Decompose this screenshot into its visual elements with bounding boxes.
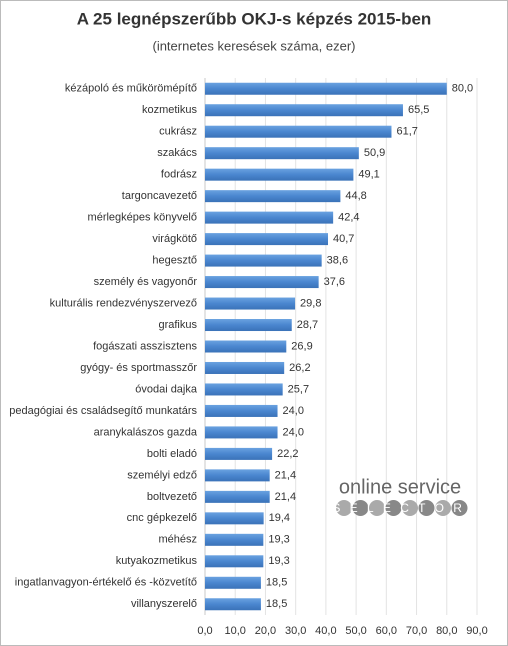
- value-label: 50,9: [364, 147, 385, 159]
- y-tick-label: óvodai dajka: [135, 383, 198, 395]
- bar: [205, 340, 287, 353]
- value-label: 80,0: [452, 83, 473, 95]
- y-tick-label: szakács: [157, 147, 197, 159]
- x-tick-label: 40,0: [315, 625, 336, 637]
- value-label: 21,4: [275, 469, 296, 481]
- y-tick-label: gyógy- és sportmasszőr: [80, 362, 197, 374]
- bar: [205, 469, 270, 482]
- bar: [205, 254, 322, 267]
- chart-title: A 25 legnépszerűbb OKJ-s képzés 2015-ben: [77, 9, 432, 28]
- watermark-dot: [435, 500, 451, 516]
- x-tick-label: 70,0: [406, 625, 427, 637]
- watermark-dot: [402, 500, 418, 516]
- value-label: 26,9: [291, 340, 312, 352]
- y-tick-label: villanyszerelő: [131, 598, 197, 610]
- y-tick-label: személy és vagyonőr: [94, 276, 198, 288]
- y-tick-label: virágkötő: [152, 233, 197, 245]
- y-tick-label: cnc gépkezelő: [127, 512, 197, 524]
- y-tick-label: cukrász: [159, 126, 197, 138]
- y-tick-label: személyi edző: [127, 469, 197, 481]
- value-label: 19,3: [268, 534, 289, 546]
- value-label: 18,5: [266, 598, 287, 610]
- watermark-line1: online service: [339, 476, 461, 498]
- value-label: 65,5: [408, 104, 429, 116]
- y-tick-label: ingatlanvagyon-értékelő és -közvetítő: [15, 577, 197, 589]
- bar: [205, 147, 359, 160]
- x-tick-label: 20,0: [255, 625, 276, 637]
- bar: [205, 512, 264, 525]
- value-label: 37,6: [324, 276, 345, 288]
- watermark-dot: [352, 500, 369, 516]
- y-tick-label: méhész: [158, 534, 197, 546]
- y-tick-label: targoncavezető: [122, 190, 197, 202]
- bar: [205, 555, 264, 568]
- bar: [205, 576, 261, 589]
- bar: [205, 190, 341, 203]
- value-label: 29,8: [300, 297, 321, 309]
- bar: [205, 598, 261, 611]
- y-tick-label: fodrász: [161, 169, 197, 181]
- value-label: 19,3: [268, 555, 289, 567]
- value-label: 28,7: [297, 319, 318, 331]
- bar: [205, 211, 334, 224]
- x-tick-label: 60,0: [376, 625, 397, 637]
- x-tick-label: 50,0: [345, 625, 366, 637]
- y-tick-label: boltvezető: [147, 491, 197, 503]
- bar: [205, 297, 296, 310]
- watermark-dot: [369, 500, 385, 516]
- value-label: 42,4: [338, 212, 359, 224]
- value-label: 24,0: [283, 405, 304, 417]
- value-label: 18,5: [266, 577, 287, 589]
- bar: [205, 404, 278, 417]
- bar: [205, 383, 283, 396]
- bar: [205, 361, 285, 374]
- value-label: 49,1: [358, 169, 379, 181]
- value-label: 38,6: [327, 254, 348, 266]
- watermark-dot: [418, 500, 435, 516]
- x-tick-label: 0,0: [197, 625, 212, 637]
- y-tick-label: mérlegképes könyvelő: [88, 212, 197, 224]
- watermark-dot: [385, 500, 402, 516]
- value-label: 40,7: [333, 233, 354, 245]
- watermark-line2: SELECTOR: [332, 501, 471, 515]
- y-tick-label: kozmetikus: [142, 104, 198, 116]
- y-tick-label: bolti eladó: [147, 448, 197, 460]
- value-label: 44,8: [345, 190, 366, 202]
- value-label: 19,4: [269, 512, 290, 524]
- x-tick-label: 80,0: [436, 625, 457, 637]
- bar: [205, 319, 292, 332]
- y-tick-label: pedagógiai és családsegítő munkatárs: [9, 405, 197, 417]
- bar: [205, 233, 329, 246]
- value-label: 22,2: [277, 448, 298, 460]
- y-tick-label: grafikus: [158, 319, 197, 331]
- bar: [205, 447, 273, 460]
- value-label: 25,7: [288, 383, 309, 395]
- bar: [205, 168, 354, 181]
- x-tick-label: 30,0: [285, 625, 306, 637]
- watermark-dot: [336, 500, 352, 516]
- bar: [205, 276, 319, 289]
- watermark-dot: [451, 500, 468, 516]
- value-label: 24,0: [283, 426, 304, 438]
- bar: [205, 82, 447, 95]
- bar: [205, 426, 278, 439]
- y-tick-label: fogászati asszisztens: [93, 340, 197, 352]
- value-label: 61,7: [396, 126, 417, 138]
- value-label: 26,2: [289, 362, 310, 374]
- chart-subtitle: (internetes keresések száma, ezer): [152, 38, 355, 53]
- bar: [205, 125, 392, 138]
- x-tick-label: 90,0: [466, 625, 487, 637]
- y-tick-label: kézápoló és műkörömépítő: [65, 83, 197, 95]
- y-tick-label: aranykalászos gazda: [94, 426, 198, 438]
- y-tick-label: kulturális rendezvényszervező: [50, 297, 197, 309]
- value-label: 21,4: [275, 491, 296, 503]
- y-tick-label: kutyakozmetikus: [116, 555, 198, 567]
- y-tick-label: hegesztő: [152, 254, 197, 266]
- x-tick-label: 10,0: [225, 625, 246, 637]
- bar: [205, 490, 270, 503]
- bar: [205, 533, 264, 546]
- bar: [205, 104, 403, 117]
